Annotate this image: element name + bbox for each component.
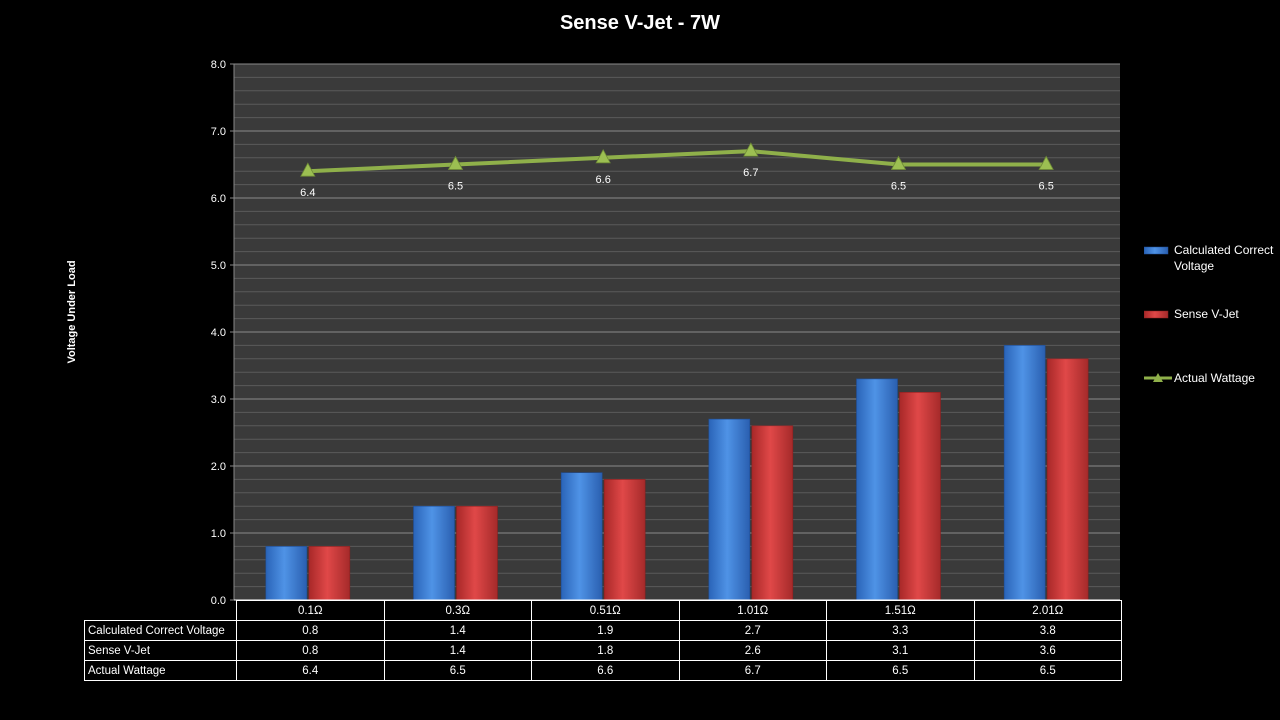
table-row-label: Actual Wattage — [84, 660, 237, 681]
wattage-data-label: 6.5 — [891, 181, 906, 193]
table-category: 1.51Ω — [826, 600, 975, 621]
table-category: 0.51Ω — [531, 600, 680, 621]
y-axis-ticks: 0.0 1.0 2.0 3.0 4.0 5.0 6.0 7.0 8.0 — [211, 59, 234, 607]
bar-sense — [751, 425, 794, 601]
table-cell: 3.6 — [973, 640, 1122, 661]
table-cell: 2.6 — [678, 640, 827, 661]
table-row-label: Calculated Correct Voltage — [84, 620, 237, 641]
bars — [265, 345, 1089, 601]
wattage-point — [595, 148, 611, 164]
table-cell: 6.7 — [678, 660, 827, 681]
chart-title: Sense V-Jet - 7W — [559, 12, 721, 34]
table-cell: 6.4 — [236, 660, 385, 681]
table-cell: 6.5 — [826, 660, 975, 681]
wattage-data-label: 6.7 — [743, 167, 758, 179]
bar-sense — [899, 391, 941, 601]
bar-sense — [1046, 358, 1089, 601]
table-category: 1.01Ω — [678, 600, 827, 621]
gridlines — [234, 63, 1120, 588]
wattage-data-label: 6.6 — [596, 174, 611, 186]
bar-calculated — [265, 546, 308, 601]
table-category: 0.1Ω — [236, 600, 385, 621]
y-tick-label: 8.0 — [211, 59, 226, 71]
y-tick-label: 1.0 — [211, 528, 226, 540]
y-tick-label: 6.0 — [211, 193, 226, 205]
table-cell: 1.4 — [383, 620, 532, 641]
y-tick-label: 2.0 — [211, 461, 226, 473]
bar-calculated — [413, 505, 455, 601]
bar-sense — [603, 479, 646, 601]
table-cell: 3.3 — [826, 620, 975, 641]
table-row-label: Sense V-Jet — [84, 640, 237, 661]
wattage-data-label: 6.5 — [1039, 181, 1054, 193]
y-tick-label: 4.0 — [211, 327, 226, 339]
table-cell: 1.8 — [531, 640, 680, 661]
table-cell: 0.8 — [236, 640, 385, 661]
table-cell: 0.8 — [236, 620, 385, 641]
table-cell: 3.8 — [973, 620, 1122, 641]
y-tick-label: 0.0 — [211, 595, 226, 607]
legend-swatch-bar-red — [1144, 310, 1169, 319]
table-cell: 3.1 — [826, 640, 975, 661]
table-cell: 6.5 — [973, 660, 1122, 681]
bar-sense — [308, 546, 351, 601]
wattage-point — [890, 155, 907, 170]
bar-calculated — [1003, 345, 1046, 601]
legend-label: Actual Wattage — [1174, 371, 1255, 385]
legend-label: Sense V-Jet — [1174, 307, 1239, 321]
wattage-data-label: 6.4 — [300, 187, 315, 199]
y-tick-label: 7.0 — [211, 126, 226, 138]
bar-calculated — [708, 418, 751, 601]
legend-swatch-bar-blue — [1144, 246, 1169, 255]
table-category: 2.01Ω — [973, 600, 1122, 621]
bar-calculated — [560, 472, 603, 601]
wattage-point — [743, 142, 759, 157]
wattage-data-label: 6.5 — [448, 181, 463, 193]
wattage-point — [1038, 155, 1054, 170]
legend-label: Calculated Correct Voltage — [1174, 243, 1274, 273]
table-cell: 6.5 — [383, 660, 532, 681]
wattage-line — [307, 149, 1047, 174]
table-cell: 2.7 — [678, 620, 827, 641]
wattage-point — [447, 155, 464, 170]
table-header-row: 0.1Ω 0.3Ω 0.51Ω 1.01Ω 1.51Ω 2.01Ω — [85, 600, 1122, 621]
table-cell: 6.6 — [531, 660, 680, 681]
y-tick-label: 5.0 — [211, 260, 226, 272]
table-corner — [85, 601, 237, 621]
wattage-point — [300, 162, 316, 177]
bar-calculated — [856, 378, 898, 601]
line-series: 6.4 6.5 6.6 6.7 6.5 6.5 — [300, 142, 1054, 199]
table-cell: 1.9 — [531, 620, 680, 641]
legend-swatch-line-green — [1144, 373, 1172, 382]
table-row: Sense V-Jet 0.8 1.4 1.8 2.6 3.1 3.6 — [84, 640, 1122, 661]
table-row: Calculated Correct Voltage 0.8 1.4 1.9 2… — [84, 620, 1122, 641]
table-category: 0.3Ω — [383, 600, 532, 621]
data-table: 0.1Ω 0.3Ω 0.51Ω 1.01Ω 1.51Ω 2.01Ω Calcul… — [84, 600, 1122, 681]
table-row: Actual Wattage 6.4 6.5 6.6 6.7 6.5 6.5 — [84, 660, 1122, 681]
bar-sense — [456, 505, 498, 601]
table-cell: 1.4 — [383, 640, 532, 661]
y-tick-label: 3.0 — [211, 394, 226, 406]
